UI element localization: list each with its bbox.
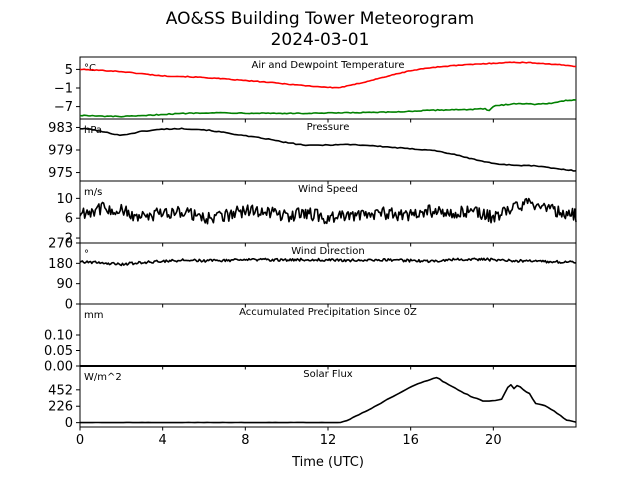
y-tick-label: 0.00 (44, 360, 73, 375)
series-line (80, 127, 577, 172)
x-axis: 0 4 8 12 16 20 (76, 433, 502, 448)
x-tick-label: 8 (241, 433, 249, 448)
figure-title-line2: 2024-03-01 (271, 30, 370, 50)
panel-3: 10 6 2 Wind Speed m/s (56, 180, 577, 247)
panel-1: 5 −1 −7 Air and Dewpoint Temperature °C (54, 56, 577, 123)
x-axis-label: Time (UTC) (291, 455, 364, 470)
x-tick-label: 16 (402, 433, 419, 448)
y-tick-label: 0.05 (44, 344, 73, 359)
panel-title: Solar Flux (303, 369, 353, 380)
series-line (79, 197, 577, 225)
x-tick-label: 4 (159, 433, 167, 448)
x-tick-label: 0 (76, 433, 84, 448)
y-tick-label: 452 (48, 383, 73, 398)
y-tick-label: 0 (65, 416, 73, 431)
y-tick-label: 90 (56, 277, 73, 292)
x-tick-label: 12 (320, 433, 337, 448)
y-tick-label: −1 (54, 82, 73, 97)
y-tick-label: 270 (48, 237, 73, 252)
y-tick-label: 0.10 (44, 329, 73, 344)
panel-title: Pressure (307, 122, 350, 133)
series-line (79, 376, 577, 424)
series-line (79, 99, 577, 118)
series-line (79, 257, 577, 267)
figure-title-line1: AO&SS Building Tower Meteorogram (166, 9, 474, 29)
panel-unit-label: W/m^2 (84, 372, 122, 383)
series-line (79, 61, 577, 89)
y-tick-label: 2 (65, 232, 73, 247)
y-tick-label: −7 (54, 100, 73, 115)
panel-title: Wind Direction (291, 246, 365, 257)
panel-title: Air and Dewpoint Temperature (252, 60, 405, 71)
x-tick-label: 20 (485, 433, 502, 448)
y-tick-label: 0 (65, 298, 73, 313)
y-tick-label: 975 (48, 166, 73, 181)
panel-unit-label: ° (84, 249, 89, 260)
y-tick-label: 6 (65, 212, 73, 227)
panel-unit-label: °C (84, 63, 96, 74)
y-tick-label: 10 (56, 192, 73, 207)
panel-title: Wind Speed (298, 184, 358, 195)
panel-unit-label: m/s (84, 187, 102, 198)
y-tick-label: 5 (65, 63, 73, 78)
panel-5: 0.100.050.00 Accumulated Precipitation Si… (44, 303, 577, 375)
panels-group: 5 −1 −7 Air and Dewpoint Temperature °C 983 97… (44, 56, 577, 431)
y-tick-label: 979 (48, 144, 73, 159)
y-tick-label: 226 (48, 400, 73, 415)
y-tick-label: 983 (48, 121, 73, 136)
panel-unit-label: mm (84, 310, 103, 321)
panel-4: 270 180 90 0 Wind Direction ° (48, 237, 577, 313)
panel-title: Accumulated Precipitation Since 0Z (239, 307, 417, 318)
y-tick-label: 180 (48, 257, 73, 272)
